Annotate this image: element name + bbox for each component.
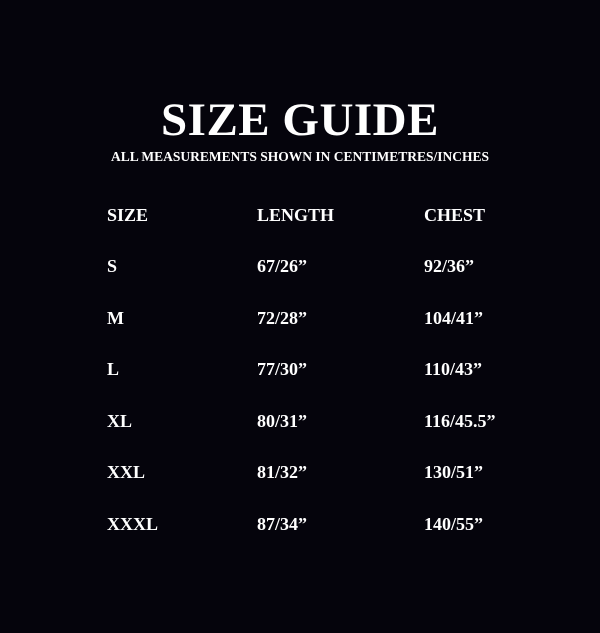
cell-length: 77/30” xyxy=(257,359,308,379)
table-row: XL 80/31” 116/45.5” xyxy=(0,409,600,433)
cell-size: L xyxy=(107,359,120,379)
cell-size: XXL xyxy=(107,462,146,482)
table-header: SIZE LENGTH CHEST xyxy=(0,203,600,227)
cell-chest: 92/36” xyxy=(424,256,475,276)
cell-chest: 104/41” xyxy=(424,308,484,328)
cell-chest: 130/51” xyxy=(424,462,484,482)
page-title: SIZE GUIDE xyxy=(161,94,439,146)
cell-size: XL xyxy=(107,411,133,431)
table-row: L 77/30” 110/43” xyxy=(0,357,600,381)
cell-length: 81/32” xyxy=(257,462,308,482)
cell-chest: 116/45.5” xyxy=(424,411,496,431)
header-length: LENGTH xyxy=(257,205,335,225)
cell-length: 67/26” xyxy=(257,256,308,276)
subtitle: ALL MEASUREMENTS SHOWN IN CENTIMETRES/IN… xyxy=(110,149,490,164)
header-chest: CHEST xyxy=(424,205,486,225)
cell-length: 80/31” xyxy=(257,411,308,431)
table-row: S 67/26” 92/36” xyxy=(0,254,600,278)
header-size: SIZE xyxy=(107,205,149,225)
table-row: M 72/28” 104/41” xyxy=(0,306,600,330)
cell-length: 87/34” xyxy=(257,514,308,534)
table-row: XXL 81/32” 130/51” xyxy=(0,460,600,484)
cell-size: M xyxy=(107,308,124,328)
cell-chest: 140/55” xyxy=(424,514,484,534)
cell-size: XXXL xyxy=(107,514,159,534)
cell-size: S xyxy=(107,256,118,276)
cell-length: 72/28” xyxy=(257,308,308,328)
table-row: XXXL 87/34” 140/55” xyxy=(0,512,600,536)
cell-chest: 110/43” xyxy=(424,359,483,379)
